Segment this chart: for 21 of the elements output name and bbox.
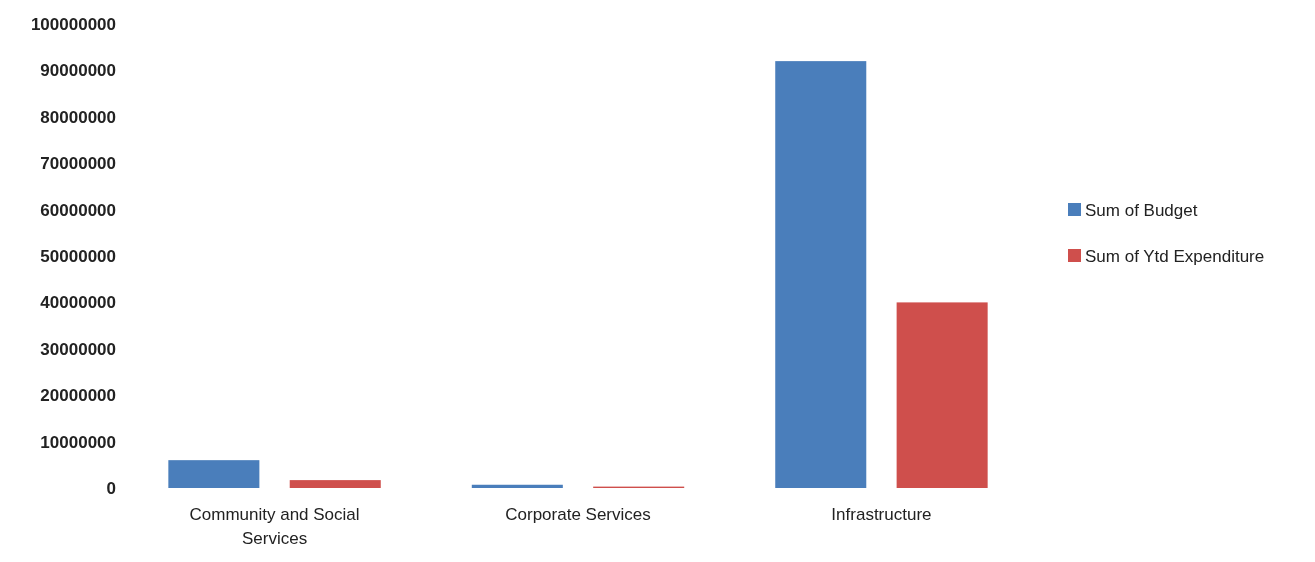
legend-label: Sum of Budget [1085, 200, 1198, 220]
y-tick-label: 100000000 [30, 14, 116, 34]
bar [896, 302, 988, 488]
y-tick-label: 60000000 [40, 200, 116, 220]
y-tick-label: 0 [106, 478, 116, 498]
x-tick-label: Community and Social Services [189, 505, 360, 548]
y-tick-label: 70000000 [40, 154, 116, 174]
y-tick-label: 30000000 [40, 339, 116, 359]
bar [775, 61, 867, 488]
bar [168, 460, 260, 488]
y-tick-label: 40000000 [40, 293, 116, 313]
y-tick-label: 90000000 [40, 61, 116, 81]
bar [289, 480, 381, 488]
y-tick-label: 10000000 [40, 432, 116, 452]
x-tick-label: Corporate Services [505, 505, 651, 524]
y-tick-label: 80000000 [40, 107, 116, 127]
legend-label: Sum of Ytd Expenditure [1085, 246, 1265, 266]
bar [471, 484, 563, 488]
x-tick-label: Infrastructure [831, 505, 932, 524]
y-tick-label: 20000000 [40, 386, 116, 406]
y-tick-label: 50000000 [40, 246, 116, 266]
